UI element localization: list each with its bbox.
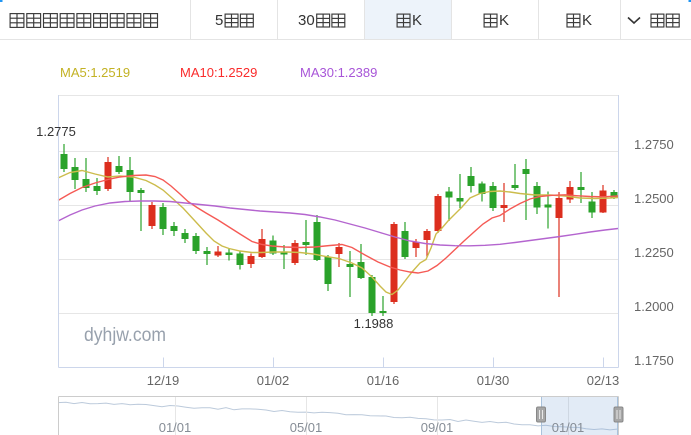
svg-text:01/02: 01/02	[257, 373, 290, 388]
svg-text:01/30: 01/30	[477, 373, 510, 388]
svg-text:30: 30	[298, 12, 315, 29]
svg-text:1.1750: 1.1750	[634, 353, 674, 368]
svg-text:MA30:1.2389: MA30:1.2389	[300, 65, 377, 80]
svg-text:12/19: 12/19	[147, 373, 180, 388]
svg-text:dyhjw.com: dyhjw.com	[84, 325, 166, 346]
svg-text:1.2250: 1.2250	[634, 245, 674, 260]
svg-text:5: 5	[215, 12, 223, 29]
svg-text:02/13: 02/13	[587, 373, 620, 388]
svg-text:01/01: 01/01	[159, 420, 192, 435]
svg-text:K: K	[412, 12, 422, 29]
svg-text:1.2000: 1.2000	[634, 299, 674, 314]
svg-text:01/16: 01/16	[367, 373, 400, 388]
svg-text:MA10:1.2529: MA10:1.2529	[180, 65, 257, 80]
svg-text:1.1988: 1.1988	[354, 316, 394, 331]
svg-text:MA5:1.2519: MA5:1.2519	[60, 65, 130, 80]
svg-text:01/01: 01/01	[552, 420, 585, 435]
svg-text:K: K	[499, 12, 509, 29]
svg-text:1.2750: 1.2750	[634, 137, 674, 152]
svg-text:K: K	[582, 12, 592, 29]
svg-text:1.2775: 1.2775	[36, 124, 76, 139]
svg-text:05/01: 05/01	[290, 420, 323, 435]
svg-text:09/01: 09/01	[421, 420, 454, 435]
svg-text:1.2500: 1.2500	[634, 191, 674, 206]
